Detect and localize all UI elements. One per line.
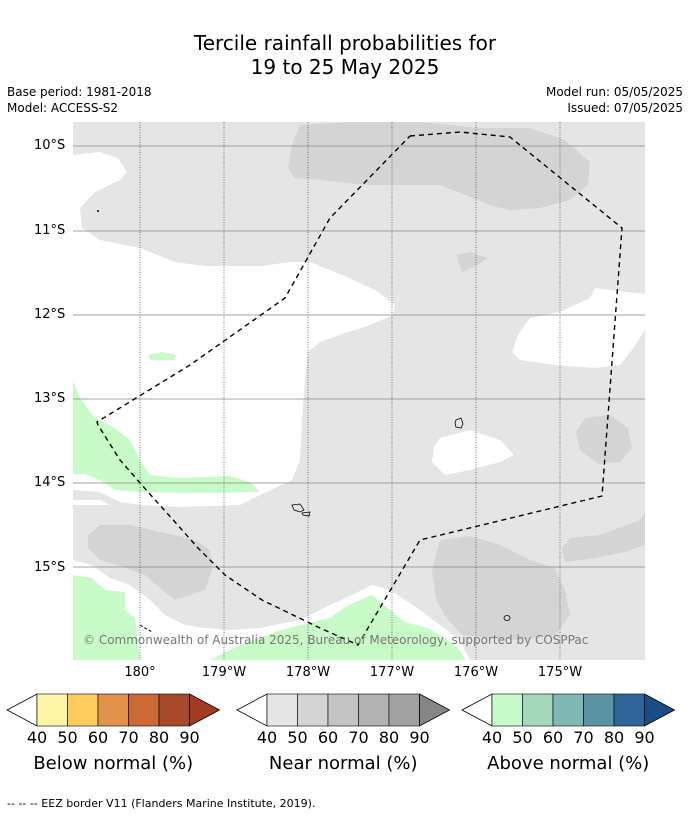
lon-label-179w: 179°W — [201, 665, 247, 680]
colorbar-lower-arrow — [6, 693, 38, 727]
near-normal-50-east — [576, 415, 632, 464]
colorbar-swatch — [36, 693, 68, 727]
colorbar-tick-label: 90 — [634, 728, 655, 747]
white-region-east — [512, 288, 645, 368]
lon-label-175w: 175°W — [537, 665, 583, 680]
colorbar-tick-label: 50 — [512, 728, 533, 747]
colorbar-tick-label: 60 — [87, 728, 109, 747]
colorbar-tick-label: 50 — [57, 728, 78, 747]
eez-border — [96, 131, 623, 646]
colorbar-lower-arrow — [461, 693, 493, 727]
colorbar-tick-label: 70 — [348, 728, 369, 747]
colorbar-tick-label: 70 — [118, 728, 139, 747]
colorbar-tick-label: 80 — [603, 728, 625, 747]
colorbar-label: Near normal (%) — [268, 753, 418, 774]
issued-date: Issued: 07/05/2025 — [567, 101, 683, 115]
colorbar-upper-arrow — [189, 693, 221, 727]
longitude-grid — [139, 122, 561, 660]
colorbar-swatch — [67, 693, 99, 727]
colorbar-lower-arrow — [236, 693, 268, 727]
lat-label-12s: 12°S — [34, 307, 66, 322]
eez-footer-note: -- -- -- EEZ border V11 (Flanders Marine… — [7, 797, 316, 810]
white-region-central — [432, 430, 514, 475]
lat-label-14s: 14°S — [34, 475, 66, 490]
colorbar-swatch — [97, 693, 129, 727]
above-normal-south — [210, 595, 465, 660]
colorbar-upper-arrow — [419, 693, 451, 727]
colorbar-tick-label: 70 — [573, 728, 594, 747]
colorbar-label: Below normal (%) — [33, 753, 194, 774]
lat-label-15s: 15°S — [34, 560, 66, 575]
colorbar-tick-label: 80 — [148, 728, 170, 747]
lon-label-178w: 178°W — [285, 665, 331, 680]
title-line-1: Tercile rainfall probabilities for — [193, 31, 497, 55]
colorbar-swatch — [358, 693, 390, 727]
colorbar-swatch — [158, 693, 190, 727]
colorbar-label: Above normal (%) — [487, 753, 650, 774]
island-outline — [503, 615, 511, 621]
model-run: Model run: 05/05/2025 — [545, 85, 683, 99]
colorbar-tick-label: 40 — [481, 728, 503, 747]
lon-label-176w: 176°W — [453, 665, 499, 680]
colorbar-swatch — [522, 693, 554, 727]
colorbar-swatch — [128, 693, 160, 727]
colorbar-swatch — [613, 693, 645, 727]
colorbars — [6, 693, 676, 727]
near-normal-50-south — [432, 536, 570, 640]
above-normal-west — [73, 380, 260, 493]
model-name: Model: ACCESS-S2 — [7, 101, 119, 115]
colorbar-tick-label: 90 — [179, 728, 200, 747]
colorbar-swatch — [327, 693, 359, 727]
title-line-2: 19 to 25 May 2025 — [250, 55, 440, 79]
colorbar-tick-label: 60 — [542, 728, 564, 747]
lon-label-177w: 177°W — [369, 665, 415, 680]
latitude-grid — [73, 145, 645, 568]
colorbar-tick-label: 80 — [378, 728, 400, 747]
colorbar-upper-arrow — [644, 693, 676, 727]
near-normal-50-southwest — [88, 525, 212, 600]
island-outline — [291, 503, 305, 513]
lat-label-13s: 13°S — [34, 391, 66, 406]
near-normal-50-north — [288, 122, 590, 210]
above-normal-southwest — [73, 575, 140, 660]
colorbar-tick-label: 90 — [409, 728, 430, 747]
colorbar-swatch — [552, 693, 584, 727]
island-outline — [454, 417, 464, 429]
colorbar-swatch — [297, 693, 329, 727]
colorbar-swatch — [266, 693, 298, 727]
colorbar-tick-label: 60 — [317, 728, 339, 747]
colorbar-swatch — [491, 693, 523, 727]
colorbar-swatch — [388, 693, 420, 727]
colorbar-tick-label: 40 — [256, 728, 278, 747]
lat-label-10s: 10°S — [34, 138, 66, 153]
white-region-west — [73, 152, 395, 507]
lon-label-180: 180° — [124, 665, 156, 680]
colorbar-tick-label: 40 — [26, 728, 48, 747]
base-period: Base period: 1981-2018 — [7, 85, 152, 99]
lat-label-11s: 11°S — [34, 223, 66, 238]
colorbar-tick-label: 50 — [287, 728, 308, 747]
copyright-notice: © Commonwealth of Australia 2025, Bureau… — [83, 633, 589, 647]
colorbar-swatch — [583, 693, 615, 727]
